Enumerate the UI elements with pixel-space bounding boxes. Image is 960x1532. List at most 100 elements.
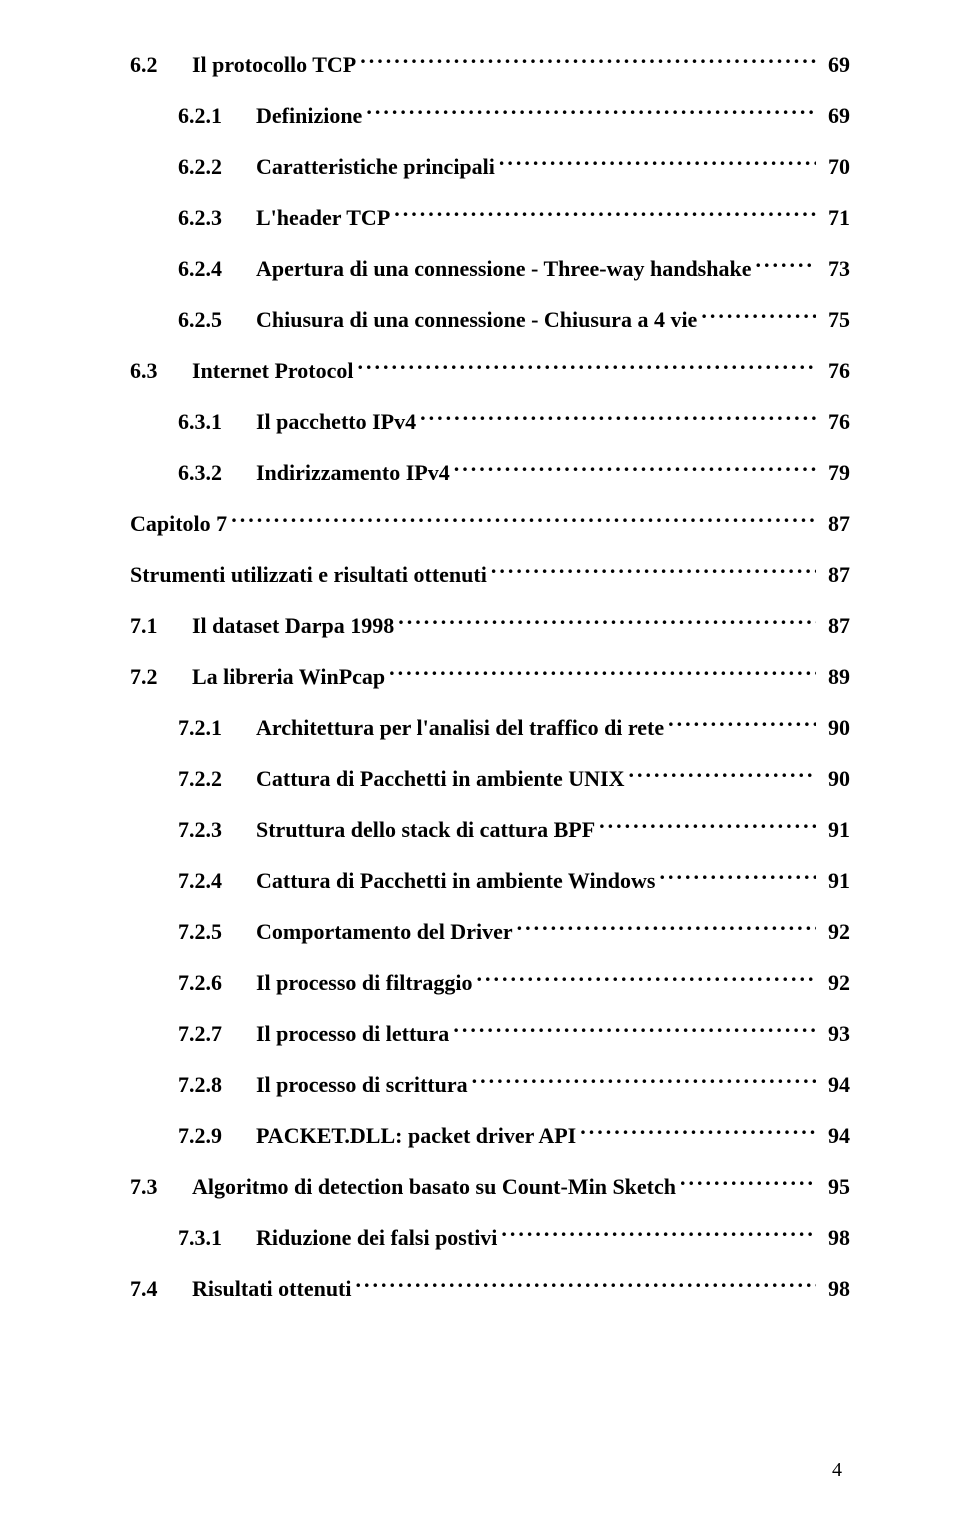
toc-entry: 7.2.1Architettura per l'analisi del traf…: [130, 711, 850, 744]
page-number-footer: 4: [832, 1459, 842, 1482]
toc-entry-title: Definizione: [256, 101, 362, 132]
toc-entry-page: 71: [820, 203, 850, 234]
toc-entry-page: 76: [820, 356, 850, 387]
toc-entry: 7.2.2Cattura di Pacchetti in ambiente UN…: [130, 762, 850, 795]
toc-leader-dots: [755, 252, 816, 276]
toc-entry: 7.2.9PACKET.DLL: packet driver API 94: [130, 1119, 850, 1152]
toc-entry-title: Caratteristiche principali: [256, 152, 495, 183]
toc-entry-title: Il pacchetto IPv4: [256, 407, 416, 438]
toc-entry: 7.2.4Cattura di Pacchetti in ambiente Wi…: [130, 864, 850, 897]
toc-entry-title: Cattura di Pacchetti in ambiente UNIX: [256, 764, 624, 795]
toc-entry-title: Il processo di scrittura: [256, 1070, 468, 1101]
toc-entry-number: 7.2.4: [178, 866, 256, 897]
toc-entry-page: 79: [820, 458, 850, 489]
toc-entry: 6.2.1Definizione 69: [130, 99, 850, 132]
toc-entry: Strumenti utilizzati e risultati ottenut…: [130, 558, 850, 591]
toc-entry-page: 87: [820, 560, 850, 591]
toc-entry: 7.2.3Struttura dello stack di cattura BP…: [130, 813, 850, 846]
toc-leader-dots: [389, 660, 816, 684]
toc-leader-dots: [499, 150, 816, 174]
toc-entry-title: Riduzione dei falsi postivi: [256, 1223, 497, 1254]
toc-entry-page: 87: [820, 611, 850, 642]
toc-entry-title: Algoritmo di detection basato su Count-M…: [192, 1172, 676, 1203]
toc-entry: 6.3.2Indirizzamento IPv479: [130, 456, 850, 489]
toc-leader-dots: [356, 1272, 817, 1296]
page: 6.2Il protocollo TCP69 6.2.1Definizione 69…: [0, 0, 960, 1532]
toc-entry-title: Internet Protocol: [192, 356, 354, 387]
toc-leader-dots: [358, 354, 817, 378]
toc-leader-dots: [491, 558, 816, 582]
toc-entry: 7.1Il dataset Darpa 1998 87: [130, 609, 850, 642]
toc-leader-dots: [501, 1221, 816, 1245]
toc-entry-page: 76: [820, 407, 850, 438]
toc-entry-number: 6.2.1: [178, 101, 256, 132]
toc-entry-number: 7.2.6: [178, 968, 256, 999]
toc-entry-page: 73: [820, 254, 850, 285]
toc-entry-number: 6.2.2: [178, 152, 256, 183]
toc-leader-dots: [360, 48, 816, 72]
toc-entry-page: 94: [820, 1070, 850, 1101]
toc-entry: 7.4Risultati ottenuti98: [130, 1272, 850, 1305]
toc-leader-dots: [477, 966, 816, 990]
toc-entry: 6.2.2Caratteristiche principali 70: [130, 150, 850, 183]
toc-leader-dots: [599, 813, 816, 837]
toc-entry-title: Il dataset Darpa 1998: [192, 611, 394, 642]
toc-entry-page: 87: [820, 509, 850, 540]
toc-entry-page: 98: [820, 1274, 850, 1305]
table-of-contents: 6.2Il protocollo TCP69 6.2.1Definizione 69…: [130, 48, 850, 1305]
toc-entry-page: 75: [820, 305, 850, 336]
toc-entry-number: 6.2.3: [178, 203, 256, 234]
toc-entry-number: 7.2.7: [178, 1019, 256, 1050]
toc-entry: Capitolo 7 87: [130, 507, 850, 540]
toc-entry-page: 90: [820, 713, 850, 744]
toc-leader-dots: [420, 405, 816, 429]
toc-entry-page: 69: [820, 101, 850, 132]
toc-entry-number: 7.2.3: [178, 815, 256, 846]
toc-entry-number: 7.3.1: [178, 1223, 256, 1254]
toc-leader-dots: [366, 99, 816, 123]
toc-entry-number: 7.4: [130, 1274, 192, 1305]
toc-leader-dots: [472, 1068, 816, 1092]
toc-entry-number: 6.2.4: [178, 254, 256, 285]
toc-entry: 6.2.4Apertura di una connessione - Three…: [130, 252, 850, 285]
toc-entry-page: 98: [820, 1223, 850, 1254]
toc-entry-title: L'header TCP: [256, 203, 390, 234]
toc-entry: 7.2.6Il processo di filtraggio92: [130, 966, 850, 999]
toc-entry-title: Comportamento del Driver: [256, 917, 513, 948]
toc-entry-page: 89: [820, 662, 850, 693]
toc-entry-number: 6.3.1: [178, 407, 256, 438]
toc-entry-number: 7.1: [130, 611, 192, 642]
toc-leader-dots: [453, 1017, 816, 1041]
toc-entry-number: 7.2.9: [178, 1121, 256, 1152]
toc-entry-number: 6.3.2: [178, 458, 256, 489]
toc-entry-title: Chiusura di una connessione - Chiusura a…: [256, 305, 697, 336]
toc-entry-title: Architettura per l'analisi del traffico …: [256, 713, 664, 744]
toc-leader-dots: [659, 864, 816, 888]
toc-entry-page: 70: [820, 152, 850, 183]
toc-entry: 6.3.1Il pacchetto IPv4 76: [130, 405, 850, 438]
toc-entry-number: 7.3: [130, 1172, 192, 1203]
toc-entry: 7.2.7Il processo di lettura93: [130, 1017, 850, 1050]
toc-entry-number: 7.2.1: [178, 713, 256, 744]
toc-entry-title: PACKET.DLL: packet driver API: [256, 1121, 576, 1152]
toc-entry: 6.2.3L'header TCP 71: [130, 201, 850, 234]
toc-entry-title: La libreria WinPcap: [192, 662, 385, 693]
toc-entry: 7.3.1Riduzione dei falsi postivi 98: [130, 1221, 850, 1254]
toc-leader-dots: [680, 1170, 816, 1194]
toc-leader-dots: [668, 711, 816, 735]
toc-entry-title: Strumenti utilizzati e risultati ottenut…: [130, 560, 487, 591]
toc-leader-dots: [394, 201, 816, 225]
toc-entry-title: Struttura dello stack di cattura BPF: [256, 815, 595, 846]
toc-entry-title: Il processo di lettura: [256, 1019, 449, 1050]
toc-entry-number: 6.2: [130, 50, 192, 81]
toc-entry-page: 92: [820, 968, 850, 999]
toc-leader-dots: [517, 915, 816, 939]
toc-entry: 6.2Il protocollo TCP69: [130, 48, 850, 81]
toc-entry-number: 6.3: [130, 356, 192, 387]
toc-entry-number: 7.2: [130, 662, 192, 693]
toc-entry-title: Capitolo 7: [130, 509, 227, 540]
toc-entry-page: 94: [820, 1121, 850, 1152]
toc-entry-page: 90: [820, 764, 850, 795]
toc-entry-title: Apertura di una connessione - Three-way …: [256, 254, 751, 285]
toc-entry: 7.3Algoritmo di detection basato su Coun…: [130, 1170, 850, 1203]
